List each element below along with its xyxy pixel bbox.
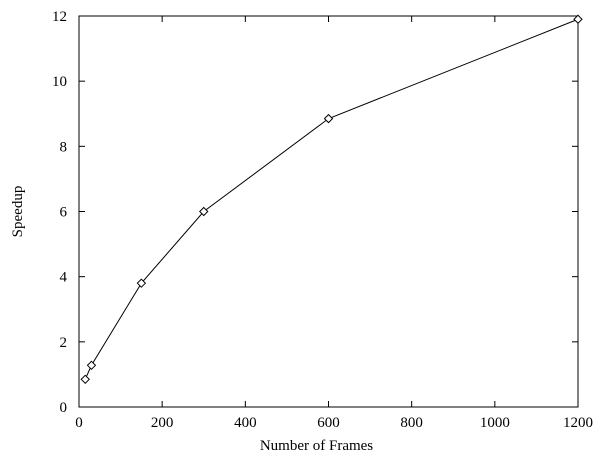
x-tick-label: 600 bbox=[317, 415, 340, 431]
data-point-diamond bbox=[86, 360, 97, 371]
y-tick-label: 12 bbox=[52, 9, 67, 25]
x-tick-label: 0 bbox=[75, 415, 83, 431]
y-tick-label: 6 bbox=[60, 205, 68, 221]
y-axis-ticks: 0 2 4 6 8 10 12 bbox=[52, 9, 578, 416]
x-tick-label: 800 bbox=[400, 415, 423, 431]
x-tick-label: 1000 bbox=[480, 415, 510, 431]
plot-frame bbox=[78, 15, 579, 408]
y-axis-title: Speedup bbox=[10, 186, 26, 238]
x-tick-label: 400 bbox=[234, 415, 257, 431]
x-tick-label: 1200 bbox=[563, 415, 593, 431]
y-tick-label: 4 bbox=[60, 270, 68, 286]
data-point-diamond bbox=[573, 14, 583, 24]
series-group bbox=[80, 14, 583, 385]
data-point-diamond bbox=[199, 206, 209, 217]
y-tick-label: 10 bbox=[52, 74, 67, 90]
y-tick-label: 8 bbox=[60, 139, 68, 155]
x-tick-label: 200 bbox=[151, 415, 174, 431]
x-axis-ticks: 0 200 400 600 800 1000 1200 bbox=[75, 16, 593, 431]
data-point-diamond bbox=[323, 113, 334, 124]
x-axis-title: Number of Frames bbox=[260, 438, 373, 454]
data-point-diamond bbox=[136, 278, 147, 288]
data-point-diamond bbox=[80, 374, 90, 385]
y-tick-label: 0 bbox=[60, 400, 68, 416]
y-tick-label: 2 bbox=[60, 335, 68, 351]
series-line bbox=[84, 18, 579, 380]
